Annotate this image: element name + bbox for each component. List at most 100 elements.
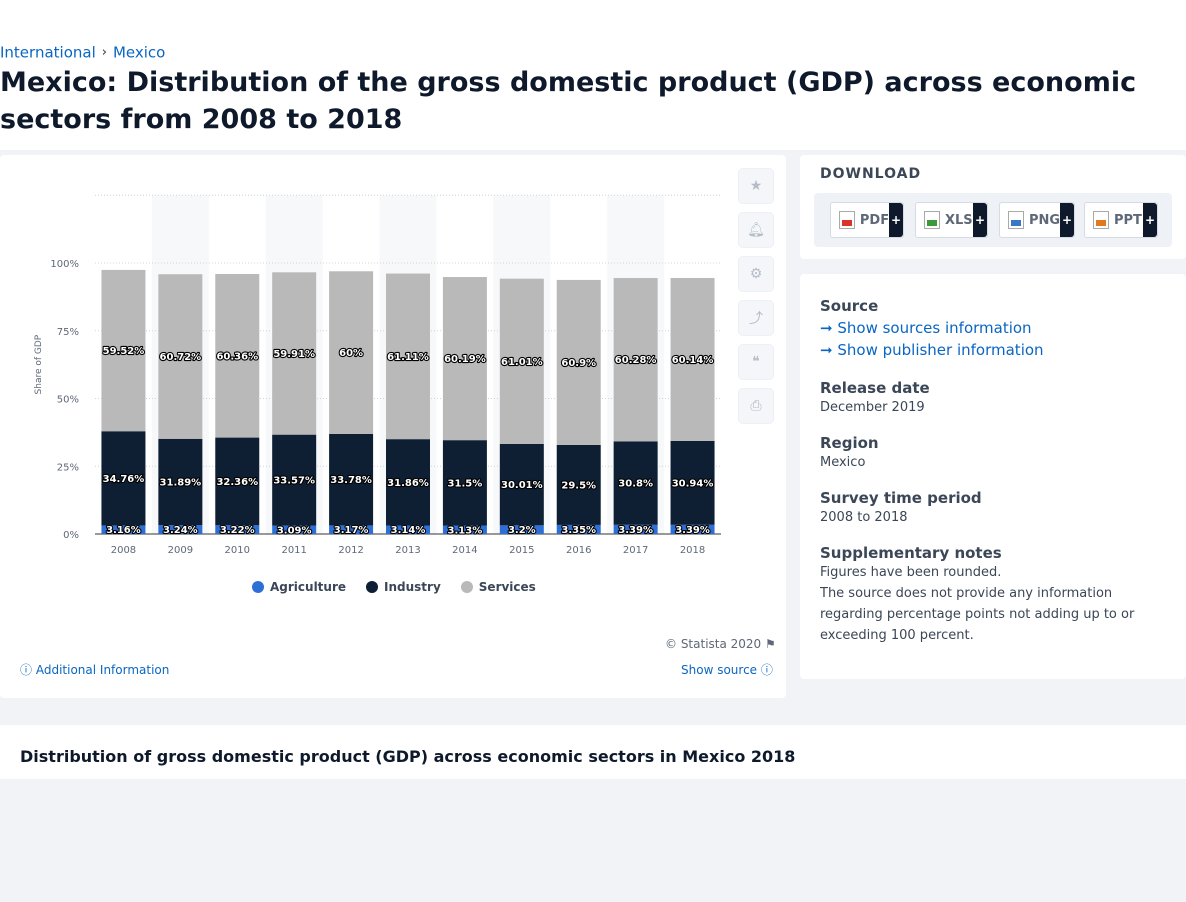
- source-heading: Source: [820, 297, 879, 315]
- data-label-agriculture: 3.17%: [334, 525, 369, 536]
- bar-services: [329, 271, 374, 434]
- legend-label-services: Services: [478, 580, 536, 594]
- show-publisher-link[interactable]: ➞ Show publisher information: [820, 341, 1160, 359]
- survey-period-section: Survey time period 2008 to 2018: [820, 489, 1160, 528]
- region-section: Region Mexico: [820, 434, 1160, 473]
- notes-line-2: The source does not provide any informat…: [820, 586, 1135, 643]
- bar-industry: [556, 444, 601, 525]
- bar-agriculture: [442, 525, 487, 534]
- print-icon[interactable]: ⎙: [738, 388, 774, 424]
- header-area: [0, 0, 1186, 150]
- settings-gear-icon[interactable]: ⚙: [738, 256, 774, 292]
- data-label-agriculture: 3.39%: [675, 525, 710, 536]
- related-statistic-card: [0, 725, 1186, 779]
- breadcrumb-separator: ›: [101, 45, 107, 60]
- chart-tools: ★ 🔔︎ ⚙ ⤴ ❝ ⎙: [738, 168, 774, 432]
- legend-item-agriculture[interactable]: Agriculture: [252, 580, 346, 594]
- bar-industry: [499, 444, 544, 526]
- y-tick-label: 50%: [57, 395, 79, 406]
- info-circle-icon: ⓘ: [20, 663, 33, 677]
- download-png-label: PNG: [1028, 212, 1061, 228]
- arrow-right-icon: ➞: [820, 341, 833, 359]
- bar-agriculture: [329, 525, 374, 534]
- bar-services: [556, 279, 601, 445]
- bar-industry: [272, 434, 317, 526]
- x-tick-label: 2008: [111, 545, 136, 556]
- legend-item-industry[interactable]: Industry: [366, 580, 441, 594]
- bar-industry: [386, 439, 430, 526]
- data-label-services: 60.28%: [615, 355, 657, 366]
- release-value: December 2019: [820, 400, 925, 415]
- bar-industry: [215, 437, 260, 526]
- bar-services: [499, 278, 544, 445]
- x-tick-label: 2015: [509, 545, 534, 556]
- bar-agriculture: [499, 525, 544, 534]
- data-label-agriculture: 3.09%: [277, 525, 312, 536]
- data-label-services: 60.19%: [444, 354, 486, 365]
- bar-services: [272, 272, 317, 435]
- bar-agriculture: [272, 525, 317, 534]
- png-file-icon: [1008, 211, 1024, 229]
- y-axis-label: Share of GDP: [34, 334, 44, 394]
- region-value: Mexico: [820, 455, 866, 470]
- x-tick-label: 2012: [338, 545, 363, 556]
- data-label-industry: 33.78%: [330, 475, 372, 486]
- breadcrumb-international[interactable]: International: [0, 43, 96, 62]
- additional-information-link[interactable]: ⓘ Additional Information: [20, 661, 169, 678]
- plus-icon: +: [889, 203, 903, 237]
- data-label-services: 59.52%: [103, 346, 145, 357]
- download-pdf-button[interactable]: PDF +: [830, 202, 904, 238]
- download-ppt-button[interactable]: PPT +: [1084, 202, 1158, 238]
- survey-heading: Survey time period: [820, 489, 982, 507]
- download-pdf-label: PDF: [859, 212, 890, 228]
- notification-bell-icon[interactable]: 🔔︎: [738, 212, 774, 248]
- data-label-services: 60.14%: [672, 355, 714, 366]
- data-label-industry: 31.5%: [448, 478, 483, 489]
- share-icon[interactable]: ⤴: [738, 300, 774, 336]
- legend-dot-services: [460, 581, 473, 593]
- show-sources-link[interactable]: ➞ Show sources information: [820, 319, 1160, 337]
- ppt-file-icon: [1093, 211, 1109, 229]
- data-label-services: 60.9%: [561, 358, 596, 369]
- page-title: Mexico: Distribution of the gross domest…: [0, 67, 1137, 135]
- legend-dot-agriculture: [252, 581, 264, 593]
- pdf-file-icon: [839, 211, 855, 229]
- notes-line-1: Figures have been rounded.: [820, 565, 1002, 580]
- source-section: Source ➞ Show sources information ➞ Show…: [820, 297, 1160, 359]
- download-xls-button[interactable]: XLS +: [915, 202, 988, 238]
- flag-icon[interactable]: ⚑: [765, 637, 776, 651]
- data-label-agriculture: 3.16%: [106, 525, 141, 536]
- bar-industry: [613, 441, 658, 525]
- notes-heading: Supplementary notes: [820, 544, 1002, 562]
- favorite-star-icon[interactable]: ★: [738, 168, 774, 204]
- y-tick-label: 75%: [57, 327, 79, 338]
- bar-agriculture: [556, 524, 601, 534]
- x-tick-label: 2014: [452, 545, 477, 556]
- show-source-label: Show source: [681, 663, 758, 677]
- plus-icon: +: [1143, 203, 1157, 237]
- data-label-services: 59.91%: [273, 349, 315, 360]
- gdp-sector-chart: 0% 25% 50% 75% 100% Share of GDP 3.16% 34.76% 59…: [34, 194, 721, 556]
- y-tick-label: 25%: [57, 462, 79, 473]
- related-statistic-title[interactable]: Distribution of gross domestic product (…: [20, 747, 796, 766]
- bar-industry: [101, 431, 146, 526]
- copyright-text: © Statista 2020: [665, 637, 762, 651]
- legend-item-services[interactable]: Services: [460, 580, 536, 594]
- y-tick-label: 0%: [63, 530, 79, 541]
- survey-value: 2008 to 2018: [820, 510, 908, 525]
- quote-icon[interactable]: ❝: [738, 344, 774, 380]
- x-tick-label: 2011: [281, 545, 306, 556]
- x-tick-label: 2009: [168, 545, 193, 556]
- legend-label-agriculture: Agriculture: [270, 580, 347, 594]
- breadcrumb-mexico[interactable]: Mexico: [112, 43, 166, 62]
- show-source-link[interactable]: Show source ⓘ: [681, 661, 773, 678]
- download-png-button[interactable]: PNG +: [999, 202, 1075, 238]
- bar-agriculture: [613, 524, 658, 534]
- data-label-services: 60.72%: [160, 352, 202, 363]
- bar-agriculture: [670, 524, 715, 534]
- bar-industry: [329, 433, 374, 526]
- data-label-services: 60%: [339, 348, 363, 359]
- legend-label-industry: Industry: [384, 580, 441, 594]
- release-date-section: Release date December 2019: [820, 379, 1160, 418]
- bar-agriculture: [386, 525, 430, 534]
